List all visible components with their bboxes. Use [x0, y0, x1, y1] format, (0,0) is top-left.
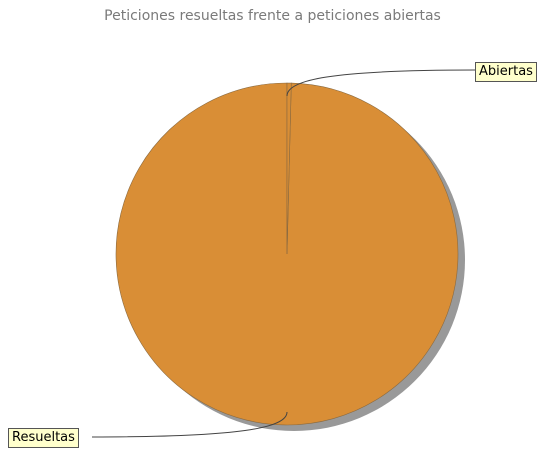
leader-lines [91, 69, 476, 438]
slice-label-abiertas: Abiertas [475, 62, 537, 82]
pie-slices [115, 82, 459, 426]
chart-title: Peticiones resueltas frente a peticiones… [104, 8, 441, 24]
pie-slice-abiertas [286, 82, 292, 255]
slice-label-resueltas: Resueltas [8, 428, 79, 448]
leader-line-abiertas [286, 69, 476, 97]
leader-line-resueltas [91, 411, 288, 438]
